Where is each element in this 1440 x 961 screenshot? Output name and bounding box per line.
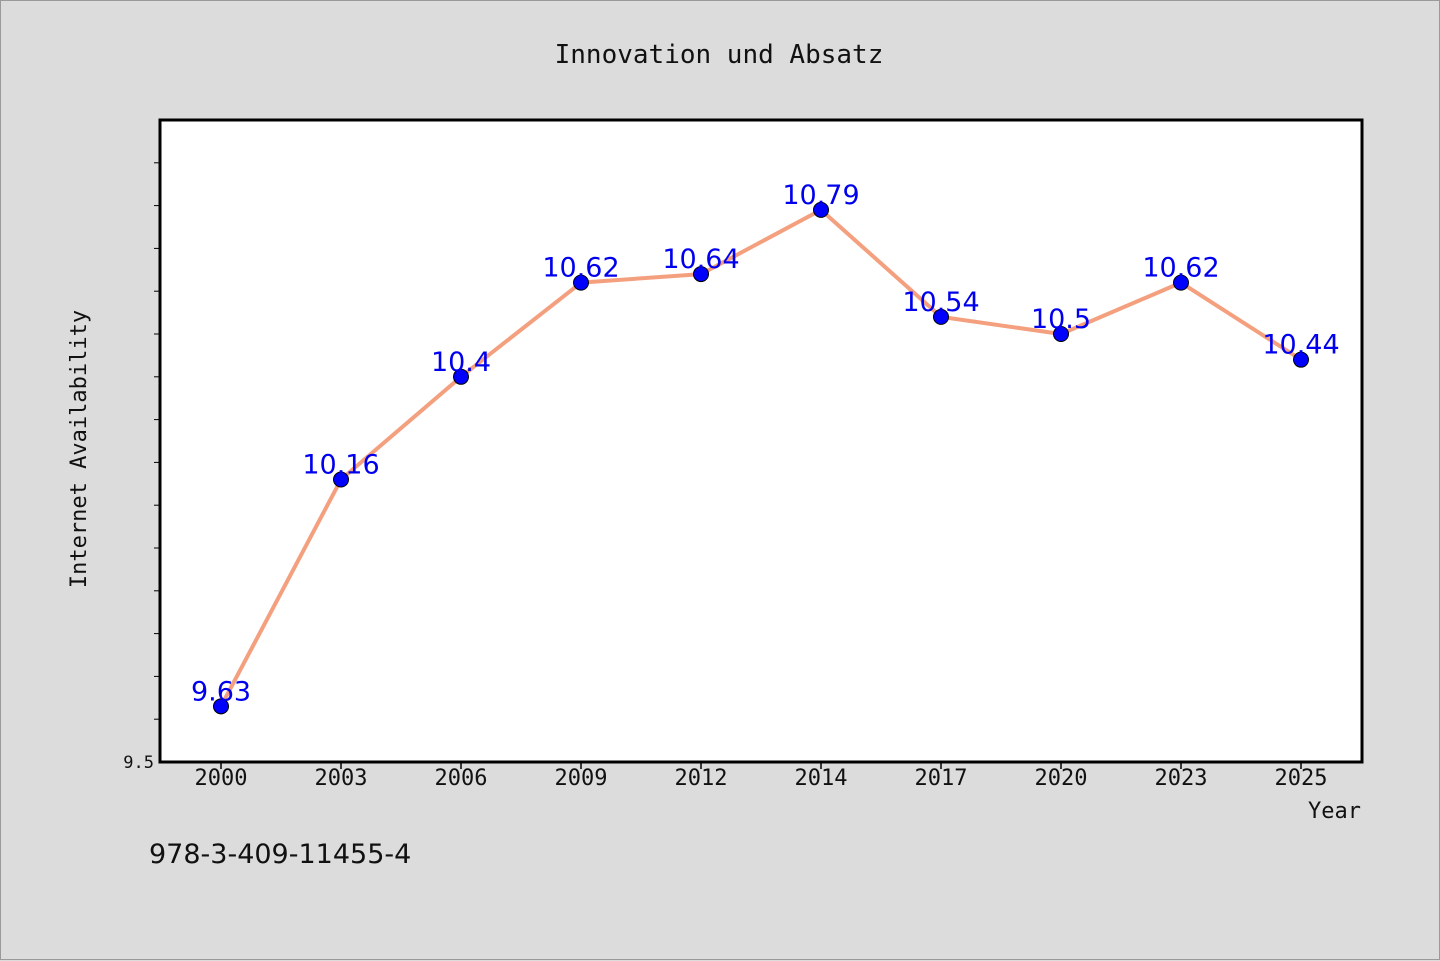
x-tick-labels: 2000 2003 2006 2009 2012 2014 2017 2020 2023 2025: [195, 766, 1328, 791]
data-point: [453, 368, 469, 385]
data-label: 10.64: [662, 244, 739, 275]
data-point: [1053, 326, 1069, 342]
x-tick-label: 2020: [1035, 766, 1088, 791]
data-point: [933, 308, 949, 325]
data-label: 10.79: [782, 180, 859, 211]
data-point: [813, 201, 829, 218]
series-line: [219, 207, 1303, 708]
data-labels: 9.63 10.16 10.4 10.62 10.64 10.79 10.54 10.5 10.…: [191, 180, 1340, 707]
data-label: 10.44: [1262, 330, 1339, 361]
series-lines: [219, 207, 1303, 708]
data-label: 9.63: [191, 676, 251, 707]
y-tick-labels: 9.5: [123, 753, 154, 773]
data-markers: [213, 201, 1309, 715]
data-point: [1173, 274, 1189, 291]
y-minor-ticks: [154, 162, 160, 720]
data-point: [573, 274, 589, 291]
x-tick-label: 2017: [915, 766, 968, 791]
data-label: 10.62: [542, 253, 619, 284]
x-tick-label: 2006: [435, 766, 488, 791]
data-label: 10.62: [1142, 253, 1219, 284]
x-tick-label: 2000: [195, 766, 248, 791]
data-point: [333, 471, 349, 488]
data-label: 10.4: [431, 347, 491, 378]
y-tick-label: 9.5: [123, 753, 154, 773]
plot-area: [158, 118, 1364, 764]
x-tick-label: 2025: [1275, 766, 1328, 791]
data-label: 10.16: [302, 450, 379, 481]
data-point: [693, 266, 709, 283]
chart-title: Innovation und Absatz: [555, 40, 884, 70]
x-axis-label: Year: [1308, 799, 1361, 824]
y-axis-label: Internet Availability: [67, 310, 92, 588]
x-tick-label: 2023: [1155, 766, 1208, 791]
data-point: [1293, 351, 1309, 368]
x-tick-label: 2012: [675, 766, 728, 791]
data-point: [213, 698, 229, 715]
footer-isbn: 978-3-409-11455-4: [149, 839, 411, 870]
x-tick-label: 2003: [315, 766, 368, 791]
data-label: 10.54: [902, 287, 979, 318]
x-tick-label: 2014: [795, 766, 848, 791]
x-ticks: [220, 762, 1302, 769]
data-label: 10.5: [1031, 304, 1091, 335]
x-tick-label: 2009: [555, 766, 608, 791]
